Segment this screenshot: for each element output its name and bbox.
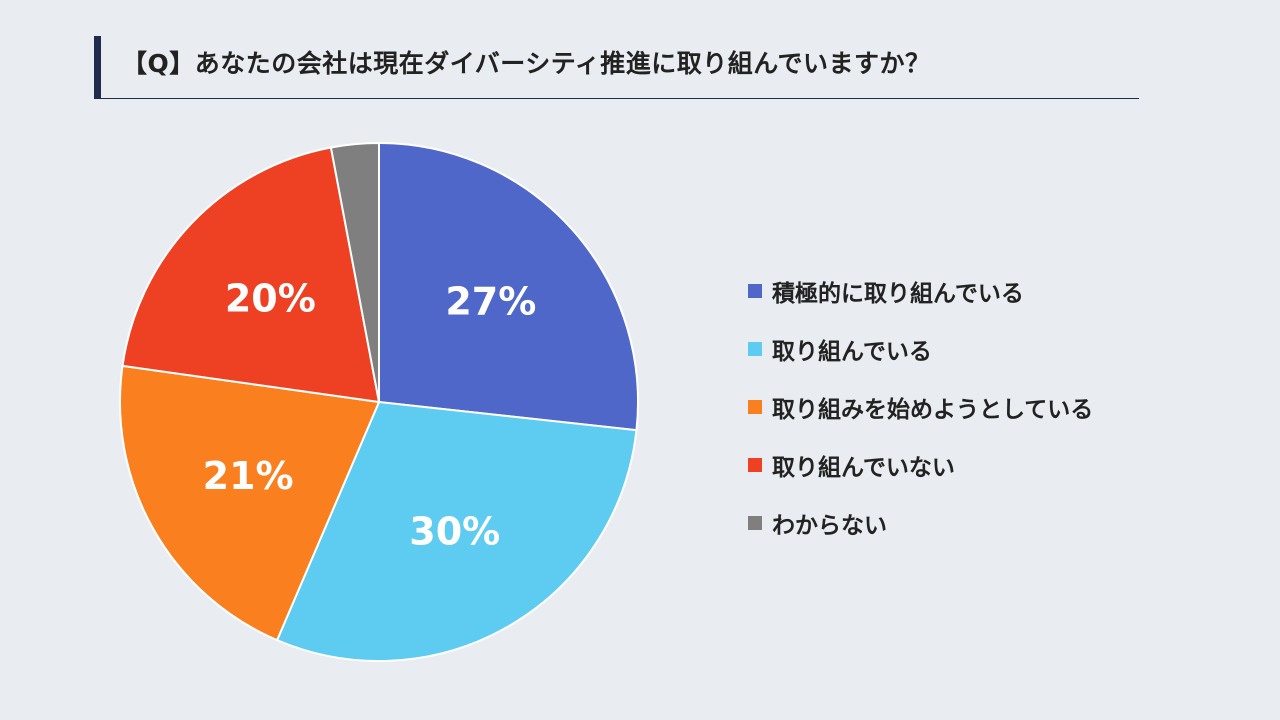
legend-label: 取り組んでいる xyxy=(772,339,932,365)
slice-data-label-2: 21% xyxy=(203,454,294,498)
pie-slice-4 xyxy=(329,141,380,403)
pie-slice-2 xyxy=(119,364,381,642)
legend-item-0: 積極的に取り組んでいる xyxy=(748,262,1093,320)
legend-swatch xyxy=(748,284,762,298)
legend-label: わからない xyxy=(772,513,887,539)
legend-item-1: 取り組んでいる xyxy=(748,320,1093,378)
slice-data-label-3: 20% xyxy=(225,276,316,320)
legend: 積極的に取り組んでいる 取り組んでいる取り組みを始めようとしている 取り組んでいない… xyxy=(748,262,1093,552)
pie-slice-3 xyxy=(121,146,381,404)
pie-slice-0 xyxy=(378,141,639,432)
legend-swatch xyxy=(748,342,762,356)
pie-slice-1 xyxy=(275,400,638,662)
legend-item-4: わからない xyxy=(748,494,1093,552)
legend-label: 取り組みを始めようとしている xyxy=(772,397,1094,423)
slice-data-label-1: 30% xyxy=(409,510,500,554)
legend-item-2: 取り組みを始めようとしている xyxy=(748,378,1093,436)
legend-swatch xyxy=(748,400,762,414)
legend-item-3: 取り組んでいない xyxy=(748,436,1093,494)
legend-swatch xyxy=(748,458,762,472)
title-accent-bar xyxy=(94,36,101,98)
title-block: 【Q】あなたの会社は現在ダイバーシティ推進に取り組んでいますか？ xyxy=(94,36,1139,99)
page-title: 【Q】あなたの会社は現在ダイバーシティ推進に取り組んでいますか？ xyxy=(122,49,931,78)
legend-label: 積極的に取り組んでいる xyxy=(772,281,1024,307)
legend-swatch xyxy=(748,516,762,530)
legend-label: 取り組んでいない xyxy=(772,455,955,481)
slice-data-label-0: 27% xyxy=(445,280,536,324)
